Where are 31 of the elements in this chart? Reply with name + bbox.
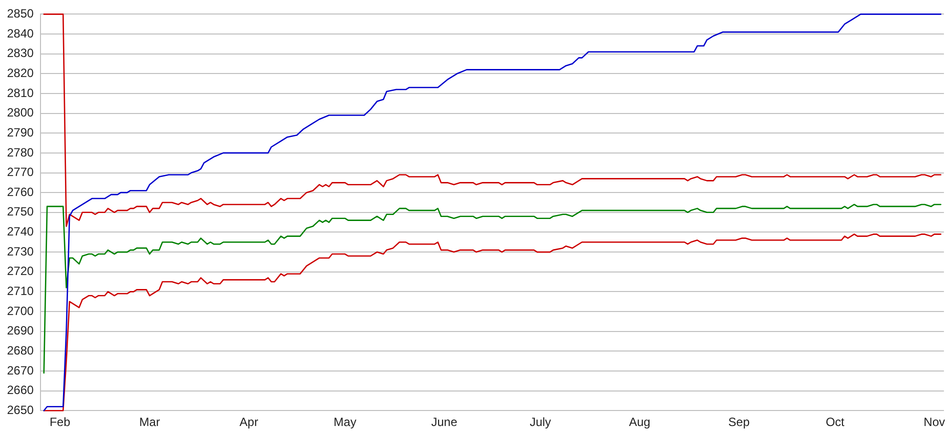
y-tick-label: 2670 (6, 363, 34, 378)
x-tick-label: Aug (628, 415, 650, 430)
y-tick-label: 2700 (6, 304, 34, 318)
y-tick-label: 2730 (6, 244, 34, 258)
y-tick-label: 2750 (6, 204, 34, 219)
y-tick-label: 2820 (6, 66, 34, 80)
x-tick-label: Oct (826, 415, 846, 430)
y-tick-label: 2650 (6, 402, 34, 417)
x-tick-label: June (431, 415, 458, 430)
y-tick-label: 2690 (6, 324, 34, 338)
y-tick-label: 2760 (6, 184, 34, 199)
x-tick-label: Sep (728, 415, 750, 430)
x-tick-label: Nov (924, 415, 945, 430)
x-tick-label: Apr (240, 415, 258, 430)
y-tick-label: 2720 (6, 264, 34, 278)
y-tick-label: 2800 (6, 106, 34, 120)
y-tick-label: 2830 (6, 46, 34, 60)
y-tick-label: 2840 (6, 26, 34, 40)
y-tick-label: 2780 (6, 145, 34, 160)
y-tick-label: 2850 (6, 6, 34, 21)
x-tick-label: May (334, 415, 356, 430)
y-tick-label: 2790 (6, 125, 34, 140)
y-tick-label: 2710 (6, 284, 34, 298)
y-tick-label: 2660 (6, 383, 34, 398)
y-tick-label: 2810 (6, 86, 34, 100)
y-tick-label: 2680 (6, 343, 34, 358)
x-tick-label: Feb (50, 415, 71, 430)
y-tick-label: 2770 (6, 165, 34, 180)
y-tick-label: 2740 (6, 224, 34, 239)
x-tick-label: Mar (139, 415, 160, 430)
x-tick-label: July (530, 415, 552, 430)
